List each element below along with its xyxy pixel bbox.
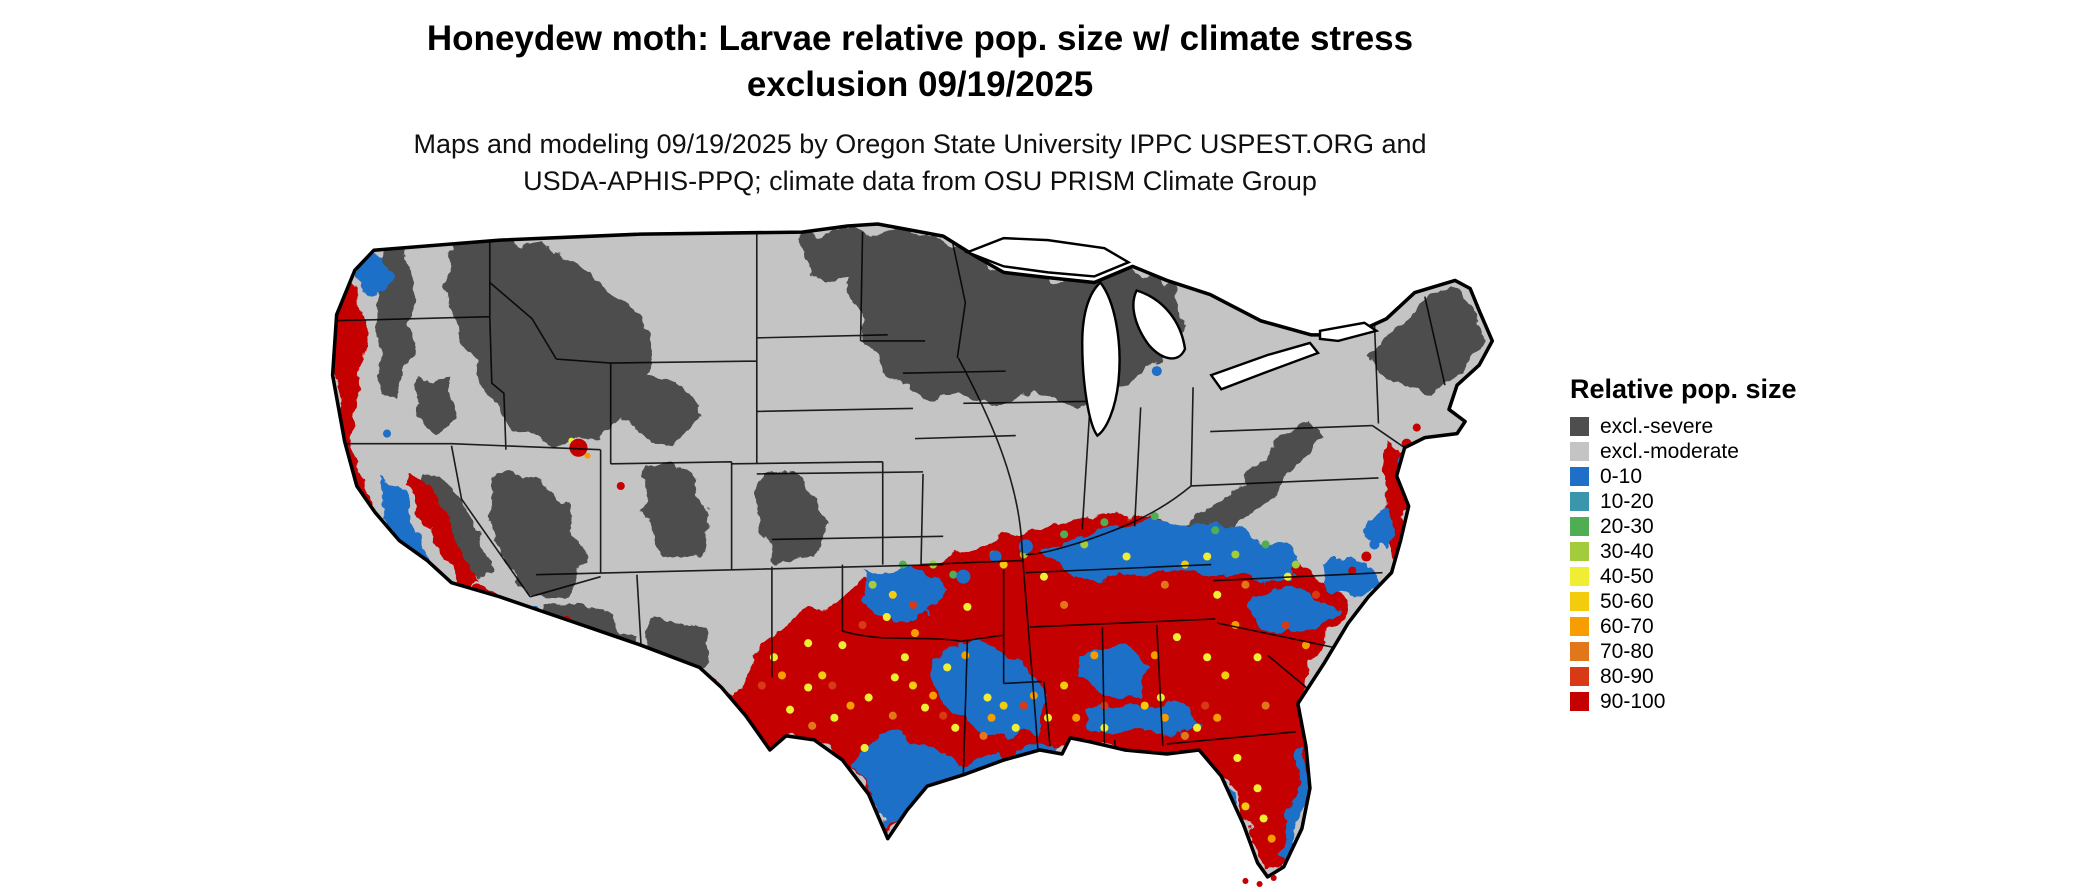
- legend-item: 40-50: [1570, 564, 1870, 588]
- legend-item: 90-100: [1570, 689, 1870, 713]
- legend-swatch: [1570, 542, 1589, 561]
- legend-item-label: 90-100: [1600, 689, 1666, 713]
- legend-item: 50-60: [1570, 589, 1870, 613]
- legend-swatch: [1570, 692, 1589, 711]
- legend-item: excl.-severe: [1570, 414, 1870, 438]
- legend-item: excl.-moderate: [1570, 439, 1870, 463]
- legend-item-label: 80-90: [1600, 664, 1654, 688]
- legend-item: 10-20: [1570, 489, 1870, 513]
- great-lakes: [964, 236, 1380, 438]
- legend: Relative pop. size excl.-severe excl.-mod…: [1570, 374, 1870, 717]
- lake-ontario: [1318, 321, 1380, 343]
- legend-item-label: 40-50: [1600, 564, 1654, 588]
- page-title-line-1: Honeydew moth: Larvae relative pop. size…: [426, 19, 1414, 58]
- legend-item: 70-80: [1570, 639, 1870, 663]
- legend-swatch: [1570, 417, 1589, 436]
- legend-swatch: [1570, 442, 1589, 461]
- legend-swatch: [1570, 492, 1589, 511]
- legend-item-label: excl.-severe: [1600, 414, 1714, 438]
- legend-swatch: [1570, 642, 1589, 661]
- legend-item: 30-40: [1570, 539, 1870, 563]
- florida-keys: [1242, 874, 1277, 887]
- lake-erie: [1209, 341, 1320, 391]
- state-borders: [332, 232, 1446, 775]
- legend-item-label: excl.-moderate: [1600, 439, 1739, 463]
- subtitle-line-2: USDA-APHIS-PPQ; climate data from OSU PR…: [523, 165, 1317, 196]
- legend-item: 20-30: [1570, 514, 1870, 538]
- legend-item-label: 10-20: [1600, 489, 1654, 513]
- legend-swatch: [1570, 617, 1589, 636]
- legend-item-label: 50-60: [1600, 589, 1654, 613]
- legend-item-label: 30-40: [1600, 539, 1654, 563]
- legend-item-label: 60-70: [1600, 614, 1654, 638]
- legend-items: excl.-severe excl.-moderate 0-10 10-20 20-30…: [1570, 414, 1870, 713]
- legend-item: 80-90: [1570, 664, 1870, 688]
- us-map: [298, 222, 1538, 887]
- legend-item-label: 20-30: [1600, 514, 1654, 538]
- lake-superior: [964, 236, 1132, 278]
- legend-swatch: [1570, 567, 1589, 586]
- legend-swatch: [1570, 517, 1589, 536]
- us-map-svg: [330, 222, 1495, 887]
- legend-title: Relative pop. size: [1570, 374, 1797, 404]
- legend-item: 0-10: [1570, 464, 1870, 488]
- legend-swatch: [1570, 667, 1589, 686]
- lake-huron: [1132, 289, 1187, 360]
- lake-michigan: [1081, 280, 1121, 438]
- page-title-line-2: exclusion 09/19/2025: [746, 65, 1094, 105]
- subtitle-line-1: Maps and modeling 09/19/2025 by Oregon S…: [413, 129, 1427, 160]
- legend-item-label: 0-10: [1600, 464, 1643, 488]
- legend-swatch: [1570, 467, 1589, 486]
- legend-item-label: 70-80: [1600, 639, 1654, 663]
- map-subtitle: Maps and modeling 09/19/2025 by Oregon S…: [150, 126, 1690, 199]
- header: Honeydew moth: Larvae relative pop. size…: [150, 16, 1690, 199]
- legend-swatch: [1570, 592, 1589, 611]
- legend-item: 60-70: [1570, 614, 1870, 638]
